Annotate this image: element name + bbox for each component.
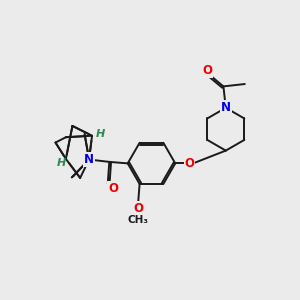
Text: O: O	[184, 157, 194, 170]
Text: H: H	[57, 158, 66, 168]
Text: CH₃: CH₃	[128, 214, 148, 225]
Text: O: O	[202, 64, 212, 77]
Text: O: O	[133, 202, 143, 215]
Text: N: N	[84, 153, 94, 166]
Text: O: O	[108, 182, 118, 195]
Text: H: H	[96, 129, 106, 139]
Text: N: N	[221, 101, 231, 114]
